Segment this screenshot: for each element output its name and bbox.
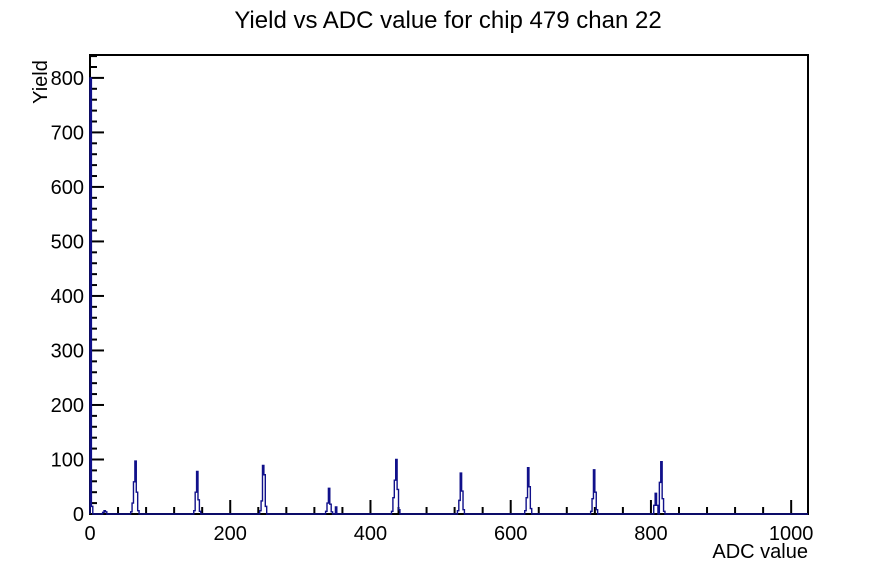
- x-tick-label: 0: [84, 523, 95, 545]
- x-tick-label: 200: [214, 523, 247, 545]
- y-tick-label: 400: [51, 286, 84, 308]
- y-tick-label: 200: [51, 395, 84, 417]
- y-tick-label: 300: [51, 340, 84, 362]
- x-tick-label: 400: [354, 523, 387, 545]
- y-tick-label: 800: [51, 68, 84, 90]
- y-axis-title: Yield: [30, 60, 52, 104]
- y-tick-label: 100: [51, 449, 84, 471]
- y-tick-label: 700: [51, 122, 84, 144]
- x-axis-tick-labels: 0 200 400 600 800 1000: [84, 523, 813, 545]
- x-tick-label: 1000: [769, 523, 814, 545]
- x-tick-label: 600: [494, 523, 527, 545]
- x-axis-title: ADC value: [712, 541, 808, 563]
- y-axis-tick-labels: 0 100 200 300 400 500 600 700 800: [51, 68, 84, 526]
- histogram-line: [89, 77, 808, 515]
- x-tick-label: 800: [634, 523, 667, 545]
- x-axis-ticks: [89, 500, 793, 514]
- plot-frame: [89, 54, 809, 515]
- y-tick-label: 0: [73, 504, 84, 526]
- y-tick-label: 500: [51, 231, 84, 253]
- y-tick-label: 600: [51, 177, 84, 199]
- chart-title: Yield vs ADC value for chip 479 chan 22: [234, 7, 662, 34]
